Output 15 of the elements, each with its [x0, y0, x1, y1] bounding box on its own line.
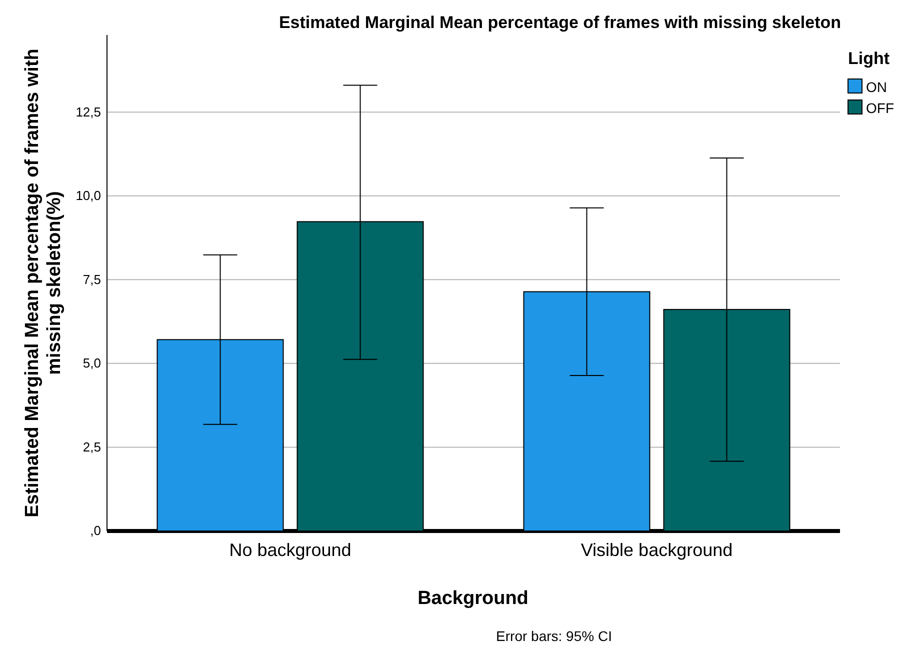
y-tick-label: 5,0: [82, 356, 101, 371]
y-tick-label: 10,0: [76, 188, 101, 204]
text: Error bars: 95% CI: [496, 628, 612, 644]
y-tick-label: ,0: [90, 523, 101, 538]
x-tick-label: Visible background: [580, 540, 733, 560]
x-tick-label: No background: [229, 540, 352, 560]
x-axis-title: Background: [418, 588, 528, 609]
y-tick-label: 2,5: [82, 439, 101, 454]
y-axis-title: Estimated Marginal Mean percentage of frames with missing skeleton(%): [22, 48, 65, 518]
y-tick-label: 12,5: [76, 104, 101, 120]
chart-title: Estimated Marginal Mean percentage of frames with missing skeleton: [278, 13, 842, 32]
legend-label: OFF: [866, 100, 894, 116]
y-tick-label: 7,5: [82, 272, 101, 287]
legend-label: ON: [866, 79, 887, 95]
legend-title: Light: [848, 49, 890, 68]
